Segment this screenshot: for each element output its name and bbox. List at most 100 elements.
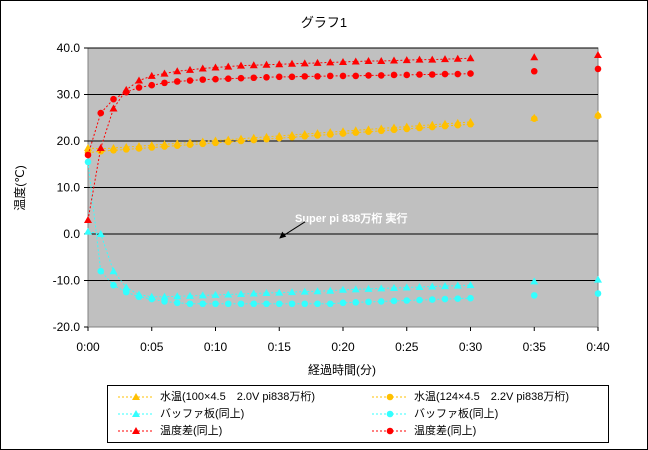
data-point (198, 291, 207, 299)
data-point (326, 286, 335, 294)
data-point (186, 291, 194, 299)
data-point (352, 299, 360, 306)
data-point (288, 59, 296, 67)
data-point (403, 71, 411, 79)
data-point (275, 300, 283, 308)
data-point (147, 71, 156, 79)
data-point (441, 55, 449, 63)
data-point (237, 61, 245, 69)
y-tick-label: 10.0 (57, 181, 81, 195)
data-point (301, 133, 309, 140)
data-point (467, 294, 474, 302)
data-point (594, 112, 602, 120)
data-point (352, 72, 360, 80)
data-point (428, 282, 437, 290)
data-point (237, 289, 245, 297)
data-point (161, 79, 168, 87)
data-point (173, 67, 182, 75)
data-point (250, 300, 258, 308)
data-point (301, 300, 309, 308)
data-point (122, 88, 130, 96)
y-tick-label: 0.0 (63, 227, 80, 241)
data-point (84, 143, 92, 151)
legend-symbol (118, 410, 154, 417)
data-point (390, 56, 398, 64)
y-tick-label: 40.0 (57, 41, 81, 55)
data-point (428, 123, 436, 131)
data-point (300, 287, 309, 295)
data-point (326, 58, 335, 66)
data-point (314, 73, 321, 80)
data-point (160, 69, 169, 77)
legend-marker (386, 427, 394, 435)
data-point (288, 73, 296, 81)
data-point (224, 62, 233, 70)
data-point (326, 131, 334, 138)
legend-marker (386, 410, 394, 418)
data-point (454, 70, 462, 78)
data-point (109, 104, 118, 112)
data-point (135, 76, 143, 84)
legend: 水温(100×4.5 2.0V pi838万桁) 水温(124×4.5 2.2V … (107, 385, 609, 443)
data-point (135, 293, 143, 301)
data-point (122, 288, 130, 296)
data-point (186, 65, 194, 73)
y-tick-label: 30.0 (57, 88, 81, 102)
data-point (237, 137, 245, 145)
data-point (594, 275, 602, 283)
data-point (224, 75, 232, 82)
data-point (466, 54, 475, 62)
data-point (441, 295, 449, 303)
x-tick-label: 0:15 (268, 340, 292, 354)
series-2 (84, 112, 602, 156)
data-point (300, 59, 309, 67)
data-point (365, 72, 372, 79)
data-point (390, 71, 398, 79)
data-point (186, 77, 194, 84)
data-point (351, 57, 360, 65)
data-point (97, 267, 105, 275)
data-point (441, 282, 449, 290)
legend-label: 温度差(同上) (414, 425, 477, 437)
data-point (403, 125, 411, 133)
data-point (148, 144, 156, 151)
data-point (84, 151, 92, 159)
data-point (275, 73, 283, 81)
data-point (339, 299, 347, 307)
x-tick-label: 0:40 (586, 340, 610, 354)
data-point (403, 297, 411, 304)
x-tick-label: 0:00 (76, 340, 100, 354)
data-point (377, 298, 385, 305)
data-point (288, 300, 296, 308)
data-point (275, 288, 284, 296)
data-point (224, 138, 232, 146)
data-point (160, 292, 169, 300)
data-point (173, 299, 181, 307)
data-point (454, 121, 462, 129)
data-point (110, 95, 117, 103)
data-point (301, 73, 309, 80)
data-point (110, 281, 117, 289)
legend-symbol (372, 410, 408, 418)
x-tick-label: 0:35 (523, 340, 547, 354)
data-point (212, 300, 219, 308)
data-point (594, 50, 602, 58)
data-point (224, 300, 232, 308)
data-point (262, 60, 271, 68)
data-point (441, 70, 449, 78)
series-group (84, 50, 602, 308)
data-point (186, 300, 194, 308)
data-point (250, 136, 258, 144)
legend-marker (132, 393, 140, 400)
data-point (377, 72, 385, 79)
data-point (428, 296, 436, 303)
x-axis-ticks: 0:00 0:05 0:10 0:15 0:20 0:25 0:30 0:35 0:40 (76, 327, 610, 354)
y-axis-ticks: 40.0 30.0 20.0 10.0 0.0 -10.0 -20.0 (53, 41, 88, 334)
annotation-arrowhead (279, 231, 287, 239)
data-point (135, 84, 143, 91)
data-point (96, 143, 105, 151)
data-point (212, 75, 219, 83)
data-point (428, 55, 437, 63)
x-tick-label: 0:05 (140, 340, 164, 354)
chart-title: グラフ1 (301, 15, 347, 30)
